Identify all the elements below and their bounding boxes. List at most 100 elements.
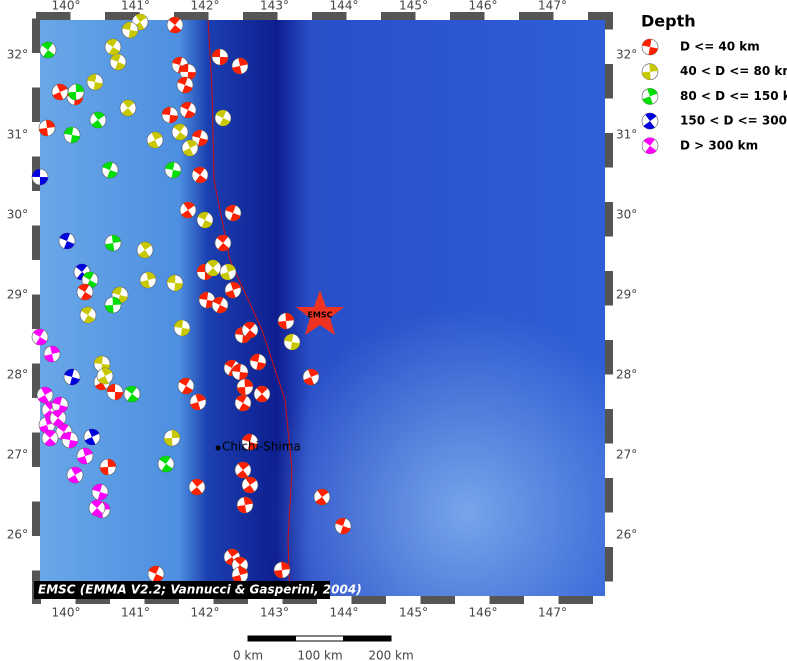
- scale-seg: [248, 636, 296, 641]
- ball-wedge: [39, 120, 55, 136]
- beachball: [189, 393, 207, 411]
- lon-label: 147°: [538, 606, 567, 620]
- beachball: [302, 368, 320, 386]
- beachball: [334, 517, 352, 535]
- ball-wedge: [216, 235, 230, 251]
- beachball: [139, 271, 157, 289]
- beachball: [219, 263, 237, 281]
- ball-wedge: [81, 307, 95, 323]
- ball-wedge: [237, 497, 253, 513]
- lon-label: 140°: [52, 0, 81, 13]
- beachball: [196, 211, 214, 229]
- beachball: [166, 16, 184, 34]
- ball-wedge: [59, 233, 75, 249]
- beachball: [283, 333, 301, 351]
- ball-wedge: [182, 140, 198, 156]
- ball-wedge: [87, 74, 103, 90]
- lat-label: 28°: [616, 368, 637, 382]
- beachball: [31, 328, 49, 346]
- ball-wedge: [112, 287, 128, 303]
- lat-label: 31°: [7, 128, 28, 142]
- legend-label: D <= 40 km: [680, 40, 760, 54]
- ball-wedge: [236, 394, 250, 411]
- ball-wedge: [212, 49, 228, 65]
- beachball: [136, 241, 154, 259]
- beachball: [191, 129, 209, 147]
- ball-wedge: [102, 162, 118, 178]
- beachball: [104, 296, 122, 314]
- ball-wedge: [164, 430, 180, 446]
- beachball: [163, 429, 181, 447]
- ball-wedge: [199, 292, 215, 308]
- scale-seg: [343, 636, 391, 641]
- beachball: [176, 76, 194, 94]
- beachball: [86, 73, 104, 91]
- ball-wedge: [100, 459, 116, 475]
- beachball: [89, 111, 107, 129]
- ball-wedge: [274, 562, 290, 578]
- lat-label: 28°: [7, 368, 28, 382]
- lon-label: 145°: [399, 606, 428, 620]
- beachball: [191, 166, 209, 184]
- ball-wedge: [168, 17, 182, 33]
- beachball: [234, 461, 252, 479]
- beachball: [231, 57, 249, 75]
- ball-wedge: [190, 479, 204, 495]
- ball-wedge: [52, 84, 68, 100]
- beachball: [277, 312, 295, 330]
- lat-label: 26°: [616, 528, 637, 542]
- beachball: [121, 21, 139, 39]
- beachball: [171, 123, 189, 141]
- beachball: [224, 281, 242, 299]
- credit: EMSC (EMMA V2.2; Vannucci & Gasperini, 2…: [38, 583, 362, 597]
- beachball: [38, 119, 56, 137]
- beachball: [146, 131, 164, 149]
- beachball: [313, 488, 331, 506]
- ball-wedge: [235, 327, 251, 343]
- beachball: [241, 433, 259, 451]
- scale-bar: [247, 635, 392, 642]
- ball-wedge: [162, 107, 178, 123]
- ball-wedge: [83, 272, 97, 289]
- ball-wedge: [32, 169, 48, 185]
- beachball: [104, 234, 122, 252]
- lon-label: 144°: [330, 606, 359, 620]
- ball-wedge: [642, 39, 658, 55]
- ball-wedge: [122, 22, 138, 38]
- ball-wedge: [78, 284, 92, 300]
- ball-wedge: [68, 467, 82, 484]
- beachball: [188, 478, 206, 496]
- beachball: [36, 386, 54, 404]
- beachball: [104, 38, 122, 56]
- ball-wedge: [92, 484, 108, 500]
- beachball: [119, 99, 137, 117]
- ball-wedge: [62, 432, 78, 448]
- ball-wedge: [91, 500, 103, 516]
- ball-wedge: [140, 272, 156, 288]
- beachball: [106, 383, 124, 401]
- lon-label: 142°: [191, 0, 220, 13]
- beachball: [249, 353, 267, 371]
- ball-wedge: [236, 462, 250, 478]
- beachball: [43, 345, 61, 363]
- credit-box: [34, 581, 330, 599]
- beachball: [88, 499, 106, 517]
- ball-wedge: [97, 368, 113, 384]
- legend-label: 40 < D <= 80 km: [680, 64, 787, 78]
- focal-mechanisms: [31, 13, 352, 584]
- beachball: [123, 385, 141, 403]
- beachball: [164, 161, 182, 179]
- beachball: [31, 168, 49, 186]
- beachball: [76, 283, 94, 301]
- ball-wedge: [52, 397, 68, 413]
- ball-wedge: [220, 264, 236, 280]
- ball-wedge: [125, 386, 139, 402]
- lat-label: 27°: [616, 448, 637, 462]
- beachball: [99, 458, 117, 476]
- beachball: [79, 306, 97, 324]
- beachball: [96, 367, 114, 385]
- beachball: [67, 83, 85, 101]
- beachball: [231, 363, 249, 381]
- beachball: [181, 139, 199, 157]
- beachball: [76, 447, 94, 465]
